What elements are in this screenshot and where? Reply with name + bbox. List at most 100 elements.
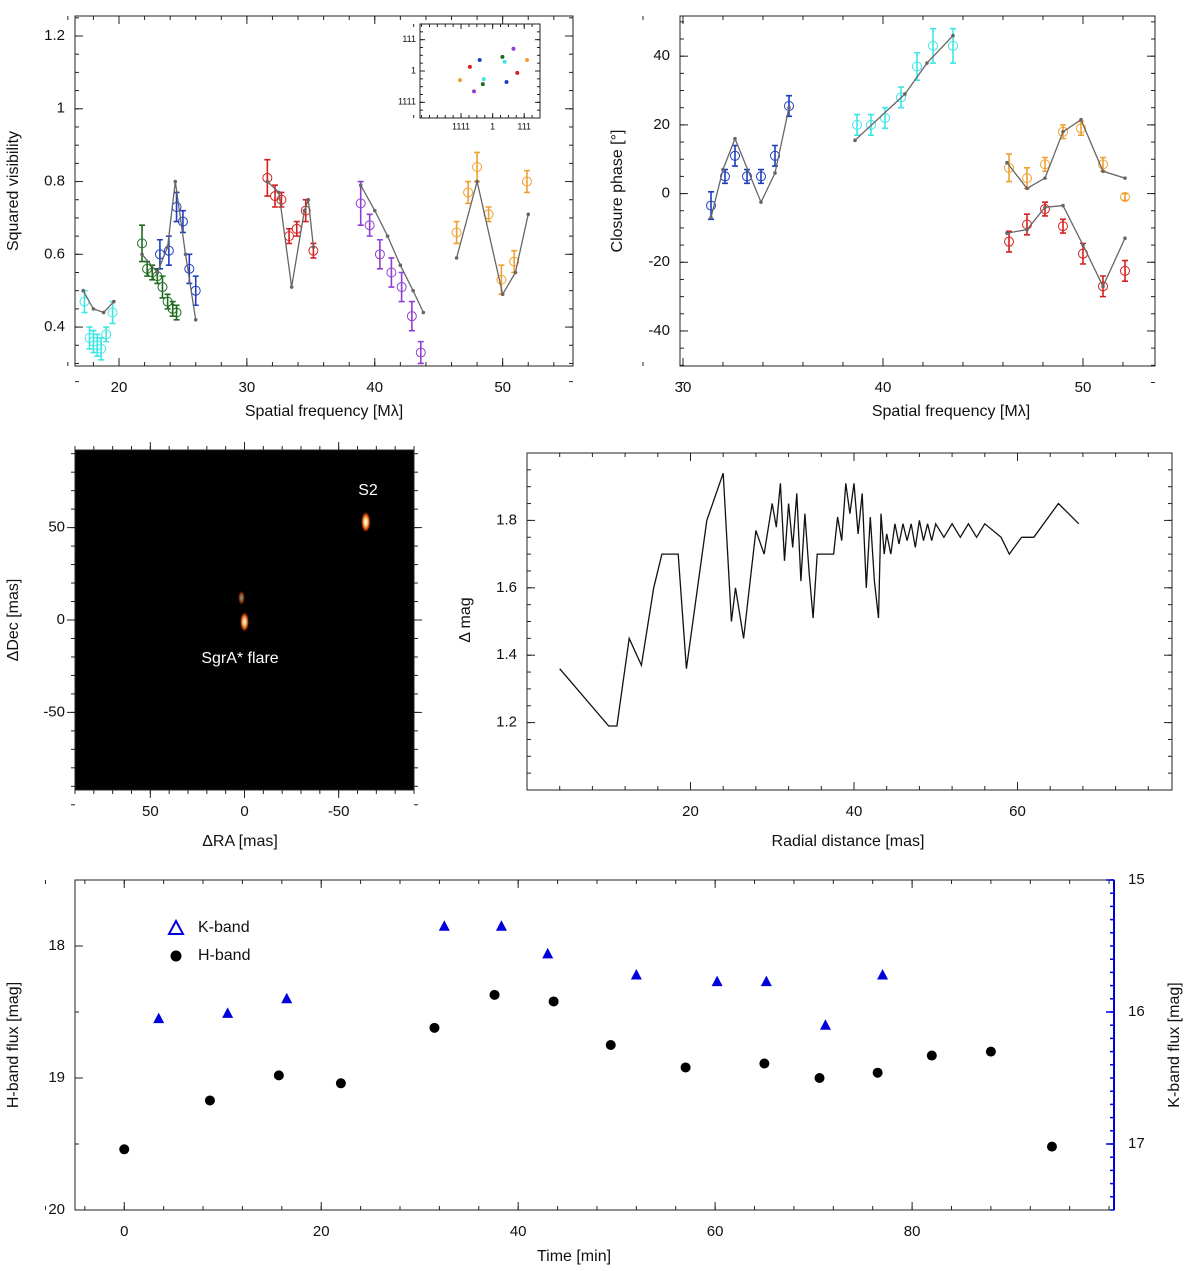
model-point [1081, 243, 1085, 247]
model-point [513, 270, 518, 275]
data-point [480, 82, 485, 87]
error-bar [164, 293, 171, 310]
model-point [733, 136, 737, 141]
x-tick-label: 1111 [452, 121, 470, 131]
data-point [1046, 1141, 1057, 1152]
data-point [872, 1067, 883, 1078]
y-axis-label: ΔDec [mas] [5, 579, 22, 662]
model-point [302, 208, 307, 213]
model-point [853, 138, 857, 143]
error-bar [1122, 192, 1128, 202]
model-point [421, 310, 426, 315]
data-point [1040, 159, 1050, 170]
source [237, 590, 246, 606]
y-tick-label: 1 [411, 65, 416, 75]
model-point [500, 292, 505, 297]
y-tick-label: -20 [648, 253, 670, 270]
data-point [948, 40, 958, 51]
data-point [204, 1095, 215, 1106]
error-bar [408, 300, 415, 332]
y-tick-label: 50 [48, 519, 65, 536]
data-point [912, 61, 922, 72]
model-point [925, 61, 929, 65]
data-point [1004, 236, 1014, 247]
error-bar [388, 257, 395, 288]
data-point [1058, 221, 1068, 232]
model-point [1043, 176, 1047, 180]
legend-label: K-band [198, 919, 250, 936]
data-point [184, 263, 195, 274]
error-bar [1006, 153, 1012, 183]
y-tick-label: 1111 [398, 97, 416, 107]
data-point [472, 161, 483, 172]
y-tick-label: -40 [648, 322, 670, 339]
model-point [398, 263, 403, 268]
model-point [277, 190, 281, 195]
y2-tick-label: 17 [1128, 1135, 1145, 1152]
error-bar [453, 220, 460, 245]
inset-frame [419, 23, 541, 119]
error-bar [485, 206, 492, 223]
data-point [276, 194, 287, 205]
y-tick-label: 18 [48, 937, 65, 954]
error-bar [854, 113, 860, 136]
data-point [742, 171, 752, 182]
model-point [475, 179, 479, 184]
x-tick-label: 50 [1075, 379, 1092, 396]
model-point [709, 215, 713, 220]
model-point [155, 270, 160, 275]
data-point [711, 975, 723, 987]
error-bar [90, 329, 97, 354]
data-point [521, 176, 532, 187]
x-tick-label: 40 [846, 803, 863, 820]
model-point [101, 310, 106, 315]
data-point [96, 343, 107, 354]
data-point [396, 282, 407, 293]
data-point [680, 1062, 691, 1073]
y-tick-label: 111 [402, 34, 416, 44]
data-point [429, 1022, 440, 1033]
model-point [1025, 186, 1029, 191]
model-point [385, 234, 390, 238]
data-point [273, 1070, 284, 1081]
x-tick-label: 40 [510, 1223, 527, 1240]
model-point [1025, 227, 1029, 232]
x-tick-label: 1 [490, 121, 495, 131]
model-point [140, 252, 144, 257]
model-point [454, 256, 459, 260]
error-bar [156, 238, 163, 270]
x-axis-label: Spatial frequency [Mλ] [872, 403, 1030, 420]
x-tick-label: 30 [239, 379, 256, 396]
x-tick-label: -50 [328, 803, 350, 820]
y-axis-label: Δ mag [457, 597, 474, 642]
data-point [489, 989, 500, 1000]
y-tick-label: 0.6 [44, 245, 65, 262]
x-axis-label: Time [min] [537, 1248, 611, 1265]
error-bar [366, 213, 373, 237]
y-axis-label: H-band flux [mag] [5, 982, 22, 1108]
data-point [458, 78, 463, 83]
error-bar [1024, 213, 1030, 236]
model-point [289, 285, 294, 289]
data-point [153, 1012, 165, 1024]
x-axis-label: Spatial frequency [Mλ] [245, 403, 403, 420]
y-tick-label: 1.2 [496, 714, 517, 731]
model-point [173, 179, 178, 184]
model-point [112, 299, 116, 304]
model-point [1123, 176, 1127, 180]
model-point [306, 197, 311, 202]
error-bar [293, 220, 300, 237]
model-point [903, 92, 907, 96]
data-point [364, 220, 375, 231]
model-line [82, 181, 529, 320]
model-point [787, 105, 791, 110]
data-point [496, 274, 507, 285]
source [239, 611, 250, 633]
y-axis-label: Closure phase [°] [609, 130, 626, 253]
y-tick-label: 1.6 [496, 579, 517, 596]
data-point [515, 70, 520, 75]
error-bar [1122, 259, 1128, 282]
error-bar [732, 144, 738, 167]
y-tick-label: 0.4 [44, 318, 65, 335]
error-bar [286, 228, 293, 245]
